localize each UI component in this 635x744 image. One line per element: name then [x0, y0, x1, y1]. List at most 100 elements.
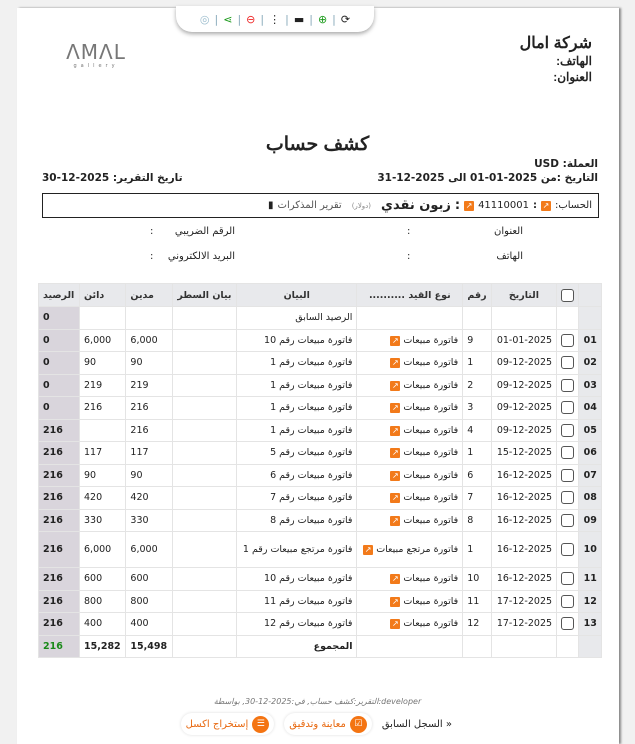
line-statement	[171, 634, 237, 658]
more-icon[interactable]: ⋮	[269, 12, 281, 26]
entry-type-link[interactable]: فاتورة مبيعات	[403, 492, 459, 504]
external-link-icon[interactable]: ↗	[390, 358, 401, 369]
credit: 800	[78, 589, 127, 613]
external-link-icon[interactable]: ↗	[390, 619, 401, 630]
entry-type-link[interactable]: فاتورة مبيعات	[403, 447, 459, 459]
date	[490, 634, 558, 658]
entry-type-link[interactable]: فاتورة مبيعات	[403, 402, 459, 414]
notes-report-link[interactable]: تقرير المذكرات	[277, 200, 342, 211]
entry-type-link[interactable]: فاتورة مبيعات	[403, 469, 459, 481]
zoom-in-icon[interactable]: ⊕	[317, 12, 328, 26]
external-link-icon[interactable]: ↗	[390, 515, 401, 526]
line-statement	[171, 351, 237, 375]
row-checkbox[interactable]	[561, 543, 575, 556]
row-checkbox[interactable]	[561, 594, 575, 608]
period: التاريخ :من 2025-01-01 الى 2025-12-31	[377, 172, 598, 184]
document-icon[interactable]: ▮	[268, 200, 274, 211]
row-checkbox[interactable]	[561, 491, 575, 505]
external-link-icon[interactable]: ↗	[390, 335, 401, 346]
number	[462, 634, 492, 658]
previous-record-link[interactable]: « السجل السابق	[381, 718, 452, 730]
row-select	[556, 418, 580, 442]
row-index: 13	[578, 612, 602, 636]
total-row: المجموع 15,498 15,282 216	[38, 634, 602, 658]
header-line-statement: بيان السطر	[171, 283, 237, 307]
row-checkbox[interactable]	[561, 617, 575, 631]
row-checkbox[interactable]	[561, 378, 575, 392]
header-balance: الرصيد	[38, 283, 80, 307]
external-link-icon[interactable]: ↗	[363, 545, 374, 555]
external-link-icon[interactable]: ↗	[390, 448, 401, 459]
external-link-icon[interactable]: ↗	[390, 425, 401, 436]
refresh-icon[interactable]: ⟳	[340, 12, 351, 26]
footer-actions: « السجل السابق ☑ معاينة وتدقيق ☰ إستخراج…	[180, 713, 452, 735]
company-address: العنوان:	[553, 70, 592, 84]
row-select	[556, 351, 580, 375]
row-checkbox[interactable]	[561, 468, 575, 482]
date: 09-12-2025	[490, 351, 558, 375]
table-row: 09 16-12-2025 8 فاتورة مبيعات ↗ فاتورة مبيعا…	[38, 508, 602, 532]
row-index: 06	[578, 441, 602, 465]
row-select	[556, 373, 580, 397]
statement: فاتورة مبيعات رقم 8	[235, 508, 358, 532]
debit: 600	[125, 567, 173, 591]
number: 11	[462, 589, 492, 613]
statement: فاتورة مبيعات رقم 6	[235, 463, 358, 487]
credit: 90	[78, 351, 127, 375]
entry-type-link[interactable]: فاتورة مرتجع مبيعات	[376, 544, 459, 555]
share-icon[interactable]: ⋖	[223, 12, 233, 26]
export-excel-button[interactable]: ☰ إستخراج اكسل	[180, 713, 275, 735]
entry-type-link[interactable]: فاتورة مبيعات	[403, 357, 459, 369]
external-link-icon[interactable]: ↗	[390, 470, 401, 481]
colon: :	[150, 226, 154, 237]
account-label: الحساب:	[554, 200, 592, 211]
statement: فاتورة مبيعات رقم 1	[235, 351, 358, 375]
number: 3	[462, 396, 492, 420]
table-row: 13 17-12-2025 12 فاتورة مبيعات ↗ فاتورة مبيع…	[38, 612, 602, 636]
date: 16-12-2025	[490, 531, 558, 568]
line-statement	[171, 463, 237, 487]
external-link-icon[interactable]: ↗	[390, 493, 401, 504]
external-link-icon[interactable]: ↗	[390, 403, 401, 414]
row-select	[556, 634, 580, 658]
date: 17-12-2025	[490, 612, 558, 636]
line-statement	[171, 396, 237, 420]
entry-type-link[interactable]: فاتورة مبيعات	[403, 595, 459, 607]
balance: 216	[38, 418, 80, 442]
balance: 0	[38, 351, 80, 375]
row-checkbox[interactable]	[561, 513, 575, 527]
entry-type	[356, 634, 464, 658]
row-checkbox[interactable]	[561, 401, 575, 415]
row-checkbox[interactable]	[561, 446, 575, 460]
divider: |	[260, 12, 265, 26]
statement: فاتورة مبيعات رقم 7	[235, 486, 358, 510]
entry-type-link[interactable]: فاتورة مبيعات	[403, 514, 459, 526]
entry-type-link[interactable]: فاتورة مبيعات	[403, 573, 459, 585]
select-all-checkbox[interactable]	[561, 288, 575, 302]
line-statement	[171, 567, 237, 591]
entry-type: فاتورة مبيعات ↗	[356, 567, 464, 591]
external-link-icon[interactable]: ↗	[464, 200, 475, 211]
entry-type: فاتورة مبيعات ↗	[356, 351, 464, 375]
row-checkbox[interactable]	[561, 356, 575, 370]
row-checkbox[interactable]	[561, 572, 575, 586]
entry-type-link[interactable]: فاتورة مبيعات	[403, 618, 459, 630]
external-link-icon[interactable]: ↗	[390, 380, 401, 391]
divider: |	[285, 12, 289, 26]
row-checkbox[interactable]	[561, 423, 575, 437]
external-link-icon[interactable]: ↗	[390, 596, 401, 607]
external-link-icon[interactable]: ↗	[540, 200, 551, 211]
entry-type-link[interactable]: فاتورة مبيعات	[403, 379, 459, 391]
settings-icon[interactable]: ◎	[199, 12, 210, 26]
external-link-icon[interactable]: ↗	[390, 574, 401, 585]
print-icon[interactable]: ▬	[293, 12, 305, 26]
review-button[interactable]: ☑ معاينة وتدقيق	[284, 713, 372, 735]
zoom-out-icon[interactable]: ⊖	[246, 12, 256, 26]
row-index: 07	[578, 463, 602, 487]
entry-type-link[interactable]: فاتورة مبيعات	[403, 424, 459, 436]
entry-type-link[interactable]: فاتورة مبيعات	[403, 334, 459, 346]
row-checkbox[interactable]	[561, 333, 575, 347]
row-select	[556, 328, 580, 352]
credit: 216	[78, 396, 127, 420]
table-row: 01 01-01-2025 9 فاتورة مبيعات ↗ فاتورة مبيعا…	[38, 328, 602, 352]
